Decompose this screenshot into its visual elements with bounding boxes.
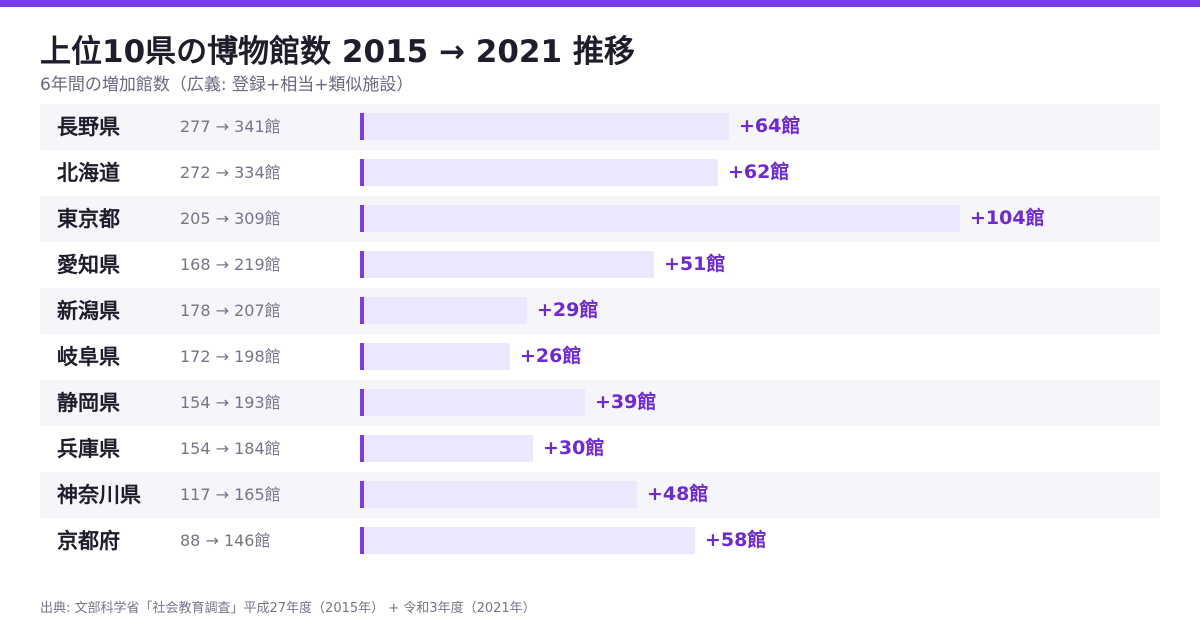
range-label: 154 → 184館 (180, 439, 281, 458)
range-label: 172 → 198館 (180, 347, 281, 366)
range-label: 205 → 309館 (180, 209, 281, 228)
bar-track: +39館 (360, 389, 1120, 416)
chart-row: 愛知県 168 → 219館 +51館 (40, 242, 1160, 288)
data-label: +29館 (537, 299, 599, 321)
category-label: 静岡県 (57, 391, 120, 415)
data-label: +39館 (595, 391, 657, 413)
category-label: 兵庫県 (57, 437, 120, 461)
data-label: +26館 (520, 345, 582, 367)
range-label: 178 → 207館 (180, 301, 281, 320)
range-label: 168 → 219館 (180, 255, 281, 274)
bar (360, 205, 960, 232)
range-label: 272 → 334館 (180, 163, 281, 182)
chart-row: 京都府 88 → 146館 +58館 (40, 518, 1160, 564)
data-label: +104館 (970, 207, 1045, 229)
data-label: +48館 (647, 483, 709, 505)
bar-track: +64館 (360, 113, 1120, 140)
data-label: +62館 (728, 161, 790, 183)
bar (360, 113, 729, 140)
bar-track: +104館 (360, 205, 1120, 232)
range-label: 277 → 341館 (180, 117, 281, 136)
accent-top-bar (0, 0, 1200, 7)
chart-row: 新潟県 178 → 207館 +29館 (40, 288, 1160, 334)
bar (360, 159, 718, 186)
category-label: 岐阜県 (57, 345, 120, 369)
range-label: 88 → 146館 (180, 531, 271, 550)
bar-track: +29館 (360, 297, 1120, 324)
bar (360, 435, 533, 462)
chart-row: 静岡県 154 → 193館 +39館 (40, 380, 1160, 426)
bar (360, 527, 695, 554)
bar-track: +58館 (360, 527, 1120, 554)
chart-row: 長野県 277 → 341館 +64館 (40, 104, 1160, 150)
category-label: 北海道 (57, 161, 120, 185)
bar-track: +26館 (360, 343, 1120, 370)
chart-row: 岐阜県 172 → 198館 +26館 (40, 334, 1160, 380)
data-label: +64館 (739, 115, 801, 137)
bar (360, 389, 585, 416)
page-title: 上位10県の博物館数 2015 → 2021 推移 (40, 34, 635, 70)
bar-track: +30館 (360, 435, 1120, 462)
bar (360, 251, 654, 278)
source-note: 出典: 文部科学省「社会教育調査」平成27年度（2015年） + 令和3年度（2… (40, 601, 536, 616)
bar-track: +62館 (360, 159, 1120, 186)
chart-rows: 長野県 277 → 341館 +64館北海道 272 → 334館 +62館東京都 205… (40, 104, 1160, 564)
page-subtitle: 6年間の増加館数（広義: 登録+相当+類似施設） (40, 75, 414, 95)
bar-track: +51館 (360, 251, 1120, 278)
category-label: 新潟県 (57, 299, 120, 323)
bar (360, 343, 510, 370)
bar-track: +48館 (360, 481, 1120, 508)
category-label: 長野県 (57, 115, 120, 139)
chart-row: 神奈川県 117 → 165館 +48館 (40, 472, 1160, 518)
chart-row: 東京都 205 → 309館 +104館 (40, 196, 1160, 242)
category-label: 愛知県 (57, 253, 120, 277)
data-label: +58館 (705, 529, 767, 551)
category-label: 神奈川県 (57, 483, 141, 507)
range-label: 154 → 193館 (180, 393, 281, 412)
range-label: 117 → 165館 (180, 485, 281, 504)
chart-row: 兵庫県 154 → 184館 +30館 (40, 426, 1160, 472)
data-label: +51館 (664, 253, 726, 275)
bar (360, 297, 527, 324)
bar (360, 481, 637, 508)
category-label: 京都府 (57, 529, 120, 553)
category-label: 東京都 (57, 207, 120, 231)
chart-row: 北海道 272 → 334館 +62館 (40, 150, 1160, 196)
data-label: +30館 (543, 437, 605, 459)
